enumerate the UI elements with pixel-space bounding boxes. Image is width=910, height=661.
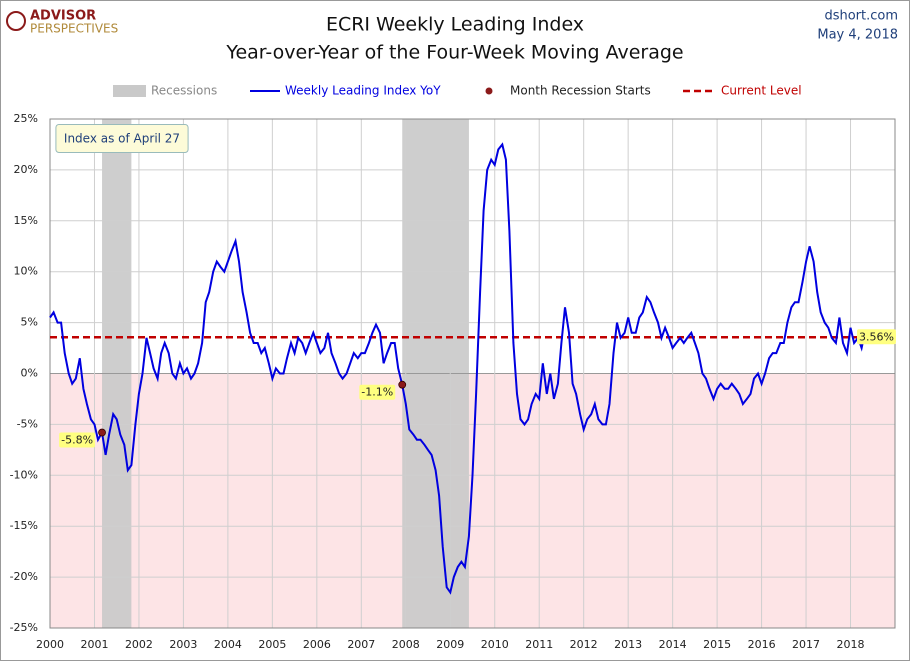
- x-tick-label: 2018: [837, 638, 865, 651]
- y-tick-label: -25%: [10, 621, 38, 634]
- recession-start-marker: [98, 428, 106, 437]
- x-tick-label: 2015: [703, 638, 731, 651]
- y-tick-label: -20%: [10, 570, 38, 583]
- y-tick-label: -5%: [17, 417, 38, 430]
- y-tick-label: -15%: [10, 519, 38, 532]
- brand-line1: ADVISOR: [30, 9, 96, 24]
- negative-region: [50, 373, 895, 628]
- x-tick-label: 2012: [570, 638, 598, 651]
- recession-start-label-box: [59, 432, 96, 448]
- y-tick-label: 5%: [21, 316, 38, 329]
- x-tick-label: 2004: [214, 638, 242, 651]
- x-tick-label: 2005: [258, 638, 286, 651]
- x-tick-label: 2001: [80, 638, 108, 651]
- y-tick-label: 15%: [14, 214, 38, 227]
- x-tick-label: 2013: [614, 638, 642, 651]
- legend-label: Weekly Leading Index YoY: [285, 84, 441, 98]
- x-tick-label: 2002: [125, 638, 153, 651]
- x-tick-label: 2006: [303, 638, 331, 651]
- recession-start-marker: [398, 380, 407, 389]
- x-tick-label: 2014: [659, 638, 687, 651]
- x-tick-label: 2009: [436, 638, 464, 651]
- x-tick-label: 2010: [481, 638, 509, 651]
- x-tick-label: 2008: [392, 638, 420, 651]
- legend-label: Month Recession Starts: [510, 84, 651, 98]
- brand-line2: PERSPECTIVES: [30, 22, 118, 36]
- recession-start-label: -1.1%: [361, 386, 393, 399]
- source: dshort.com: [824, 9, 898, 24]
- annotation: Index as of April 27: [64, 132, 180, 146]
- y-tick-label: 10%: [14, 265, 38, 278]
- x-tick-label: 2016: [748, 638, 776, 651]
- legend-label: Current Level: [721, 84, 802, 98]
- annotation-box: [55, 124, 189, 153]
- x-tick-label: 2011: [525, 638, 553, 651]
- legend-swatch: [113, 85, 146, 97]
- x-tick-label: 2003: [169, 638, 197, 651]
- date: May 4, 2018: [817, 28, 898, 43]
- legend-label: Recessions: [151, 84, 217, 98]
- y-tick-label: 25%: [14, 112, 38, 125]
- current-level-label: 3.56%: [859, 330, 894, 343]
- current-level-label-box: [857, 329, 896, 345]
- legend-swatch: [485, 87, 493, 95]
- x-tick-label: 2000: [36, 638, 64, 651]
- recession-start-label: -5.8%: [61, 434, 93, 447]
- series-line: [49, 142, 865, 595]
- y-tick-label: -10%: [10, 468, 38, 481]
- x-tick-label: 2017: [792, 638, 820, 651]
- chart-subtitle: Year-over-Year of the Four-Week Moving A…: [225, 42, 683, 64]
- y-tick-label: 20%: [14, 163, 38, 176]
- logo-icon: [6, 11, 26, 31]
- plot-border: [49, 118, 896, 629]
- recession-start-label-box: [359, 384, 396, 400]
- x-tick-label: 2007: [347, 638, 375, 651]
- y-tick-label: 0%: [21, 367, 38, 380]
- chart-title: ECRI Weekly Leading Index: [326, 14, 584, 36]
